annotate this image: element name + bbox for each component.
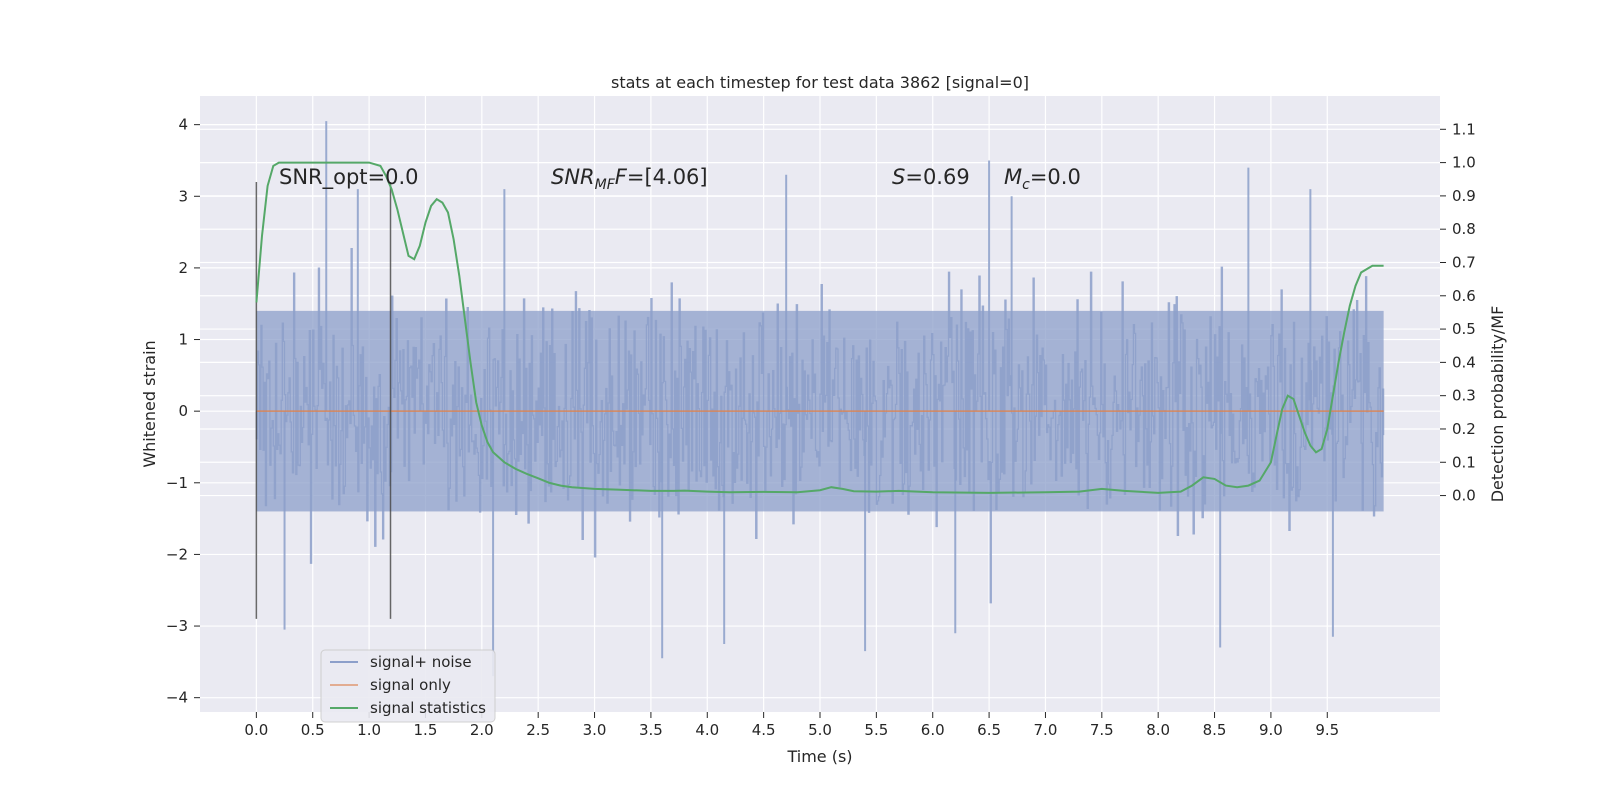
x-tick-label: 7.5 — [1090, 721, 1114, 739]
y-axis-label-right: Detection probability/MF — [1488, 306, 1507, 503]
y-tick-label-right: 0.2 — [1452, 420, 1476, 438]
x-tick-label: 2.5 — [526, 721, 550, 739]
x-tick-label: 0.5 — [301, 721, 325, 739]
legend-box — [320, 649, 496, 723]
y-tick-label-left: −4 — [166, 689, 188, 707]
x-tick-label: 9.5 — [1315, 721, 1339, 739]
x-tick-label: 3.5 — [639, 721, 663, 739]
y-tick-label-right: 0.3 — [1452, 387, 1476, 405]
x-tick-label: 2.0 — [470, 721, 494, 739]
x-ticks: 0.0 0.5 1.0 1.5 2.0 2.5 3.0 3.5 4.0 4.5 5.0 5.5 6.0 6… — [244, 712, 1339, 739]
snr-mf-sub: MF — [595, 177, 616, 193]
snr-mf-f: F — [615, 165, 628, 189]
legend-label-signal: signal only — [370, 676, 451, 694]
x-tick-label: 6.5 — [977, 721, 1001, 739]
y-tick-label-left: 3 — [178, 187, 188, 205]
x-tick-label: 5.5 — [864, 721, 888, 739]
x-tick-label: 4.0 — [695, 721, 719, 739]
signal-statistics-line — [255, 161, 1384, 494]
snr-mf-annotation: SNRMFF=[4.06] — [551, 165, 708, 193]
chart-title: stats at each timestep for test data 386… — [611, 73, 1029, 92]
x-tick-label: 6.0 — [921, 721, 945, 739]
mc-value: =0.0 — [1030, 165, 1081, 189]
y-tick-label-left: 4 — [178, 116, 188, 134]
y-tick-label-right: 0.9 — [1452, 187, 1476, 205]
snr-opt-annotation: SNR_opt=0.0 — [279, 165, 419, 190]
y-tick-label-left: 2 — [178, 259, 188, 277]
legend: signal+ noise signal only signal statist… — [320, 649, 496, 723]
y-axis-label-left: Whitened strain — [140, 340, 159, 467]
s-value: =0.69 — [905, 165, 969, 189]
x-tick-label: 8.5 — [1203, 721, 1227, 739]
x-tick-label: 1.5 — [414, 721, 438, 739]
y-ticks-left: 4 3 2 1 0 −1 −2 −3 −4 — [166, 116, 200, 707]
x-tick-label: 9.0 — [1259, 721, 1283, 739]
y-tick-label-left: −1 — [166, 474, 188, 492]
y-tick-label-right: 1.1 — [1452, 120, 1476, 138]
s-symbol: S — [892, 165, 905, 189]
x-tick-label: 1.0 — [357, 721, 381, 739]
y-tick-label-right: 0.0 — [1452, 487, 1476, 505]
y-tick-label-right: 1.0 — [1452, 154, 1476, 172]
x-axis-label: Time (s) — [786, 747, 852, 766]
y-tick-label-right: 0.4 — [1452, 353, 1476, 371]
y-ticks-right: 1.1 1.0 0.9 0.8 0.7 0.6 0.5 0.4 0.3 0.2 0.1 0.0 — [1440, 120, 1476, 505]
snr-mf-prefix: SNR — [551, 165, 595, 189]
x-tick-label: 5.0 — [808, 721, 832, 739]
legend-label-noise: signal+ noise — [370, 653, 472, 671]
y-tick-label-left: −3 — [166, 617, 188, 635]
y-tick-label-left: 1 — [178, 331, 188, 349]
y-tick-label-right: 0.6 — [1452, 287, 1476, 305]
y-tick-label-left: −2 — [166, 545, 188, 563]
y-tick-label-right: 0.7 — [1452, 253, 1476, 271]
mc-symbol: M — [1004, 165, 1022, 189]
x-tick-label: 7.0 — [1034, 721, 1058, 739]
mc-sub: c — [1022, 177, 1030, 193]
x-tick-label: 4.5 — [752, 721, 776, 739]
y-tick-label-left: 0 — [178, 402, 188, 420]
x-tick-label: 8.0 — [1146, 721, 1170, 739]
mc-annotation: Mc=0.0 — [1004, 165, 1081, 193]
s-annotation: S=0.69 — [892, 165, 970, 189]
legend-label-stat: signal statistics — [370, 699, 486, 717]
x-tick-label: 3.0 — [583, 721, 607, 739]
y-tick-label-right: 0.5 — [1452, 320, 1476, 338]
y-tick-label-right: 0.1 — [1452, 453, 1476, 471]
y-tick-label-right: 0.8 — [1452, 220, 1476, 238]
snr-mf-value: =[4.06] — [627, 165, 708, 189]
x-tick-label: 0.0 — [244, 721, 268, 739]
vertical-markers — [255, 181, 392, 619]
